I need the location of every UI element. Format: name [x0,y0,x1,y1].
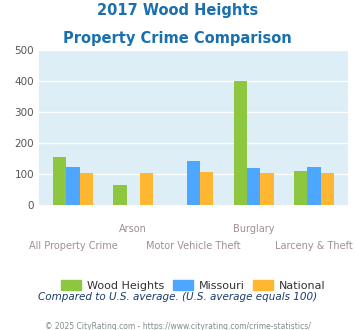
Legend: Wood Heights, Missouri, National: Wood Heights, Missouri, National [57,275,330,295]
Text: Burglary: Burglary [233,224,274,234]
Text: © 2025 CityRating.com - https://www.cityrating.com/crime-statistics/: © 2025 CityRating.com - https://www.city… [45,322,310,330]
Bar [307,167,321,205]
Bar [294,171,307,205]
Text: Compared to U.S. average. (U.S. average equals 100): Compared to U.S. average. (U.S. average … [38,292,317,302]
Text: Arson: Arson [119,224,147,234]
Bar [200,172,213,205]
Bar [140,173,153,205]
Bar [247,168,260,205]
Bar [321,173,334,205]
Text: 2017 Wood Heights: 2017 Wood Heights [97,3,258,18]
Bar [80,173,93,205]
Bar [234,81,247,205]
Text: Motor Vehicle Theft: Motor Vehicle Theft [146,241,241,251]
Bar [260,173,274,205]
Text: Larceny & Theft: Larceny & Theft [275,241,353,251]
Bar [113,185,127,205]
Bar [53,156,66,205]
Text: All Property Crime: All Property Crime [29,241,118,251]
Bar [66,167,80,205]
Text: Property Crime Comparison: Property Crime Comparison [63,31,292,46]
Bar [187,161,200,205]
